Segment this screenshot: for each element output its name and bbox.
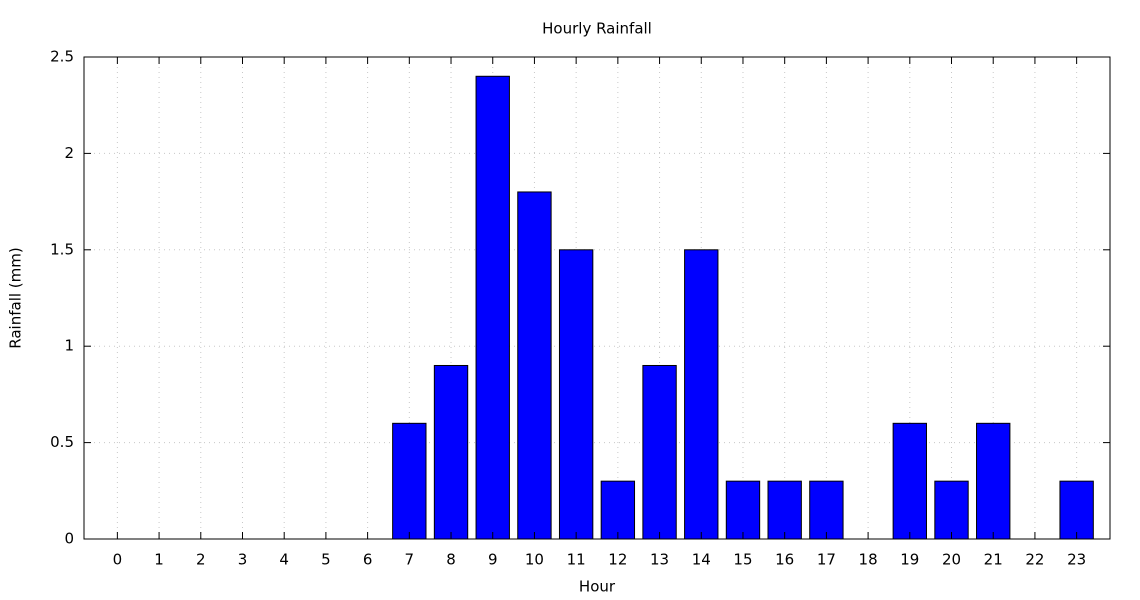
- bar: [392, 422, 427, 540]
- ticks: 00.511.522.50 1 2 3 4 5 6 7 8 9 10 11 12 13 14 15 16 17 18…: [50, 48, 1110, 569]
- y-tick-label: 1: [64, 337, 74, 355]
- bar: [684, 249, 719, 540]
- x-tick-label: 11: [567, 551, 586, 569]
- bar: [976, 422, 1011, 540]
- y-tick-label: 0: [64, 530, 74, 548]
- x-tick-label: 7: [405, 551, 415, 569]
- bar: [809, 480, 844, 540]
- x-tick-label: 22: [1025, 551, 1044, 569]
- bars: [392, 75, 1094, 540]
- chart-title: Hourly Rainfall: [542, 20, 652, 38]
- bar: [725, 480, 761, 540]
- y-tick-label: 2: [64, 144, 74, 162]
- x-tick-label: 15: [733, 551, 752, 569]
- x-tick-label: 20: [942, 551, 961, 569]
- y-tick-label: 0.5: [50, 433, 74, 451]
- bar: [767, 480, 802, 540]
- x-tick-label: 13: [650, 551, 669, 569]
- bar: [600, 480, 636, 540]
- x-tick-label: 4: [279, 551, 289, 569]
- x-tick-label: 23: [1067, 551, 1086, 569]
- x-tick-label: 2: [196, 551, 206, 569]
- x-tick-label: 21: [984, 551, 1003, 569]
- x-tick-label: 16: [775, 551, 794, 569]
- x-tick-label: 18: [859, 551, 878, 569]
- bar: [892, 422, 927, 540]
- x-tick-label: 3: [238, 551, 248, 569]
- x-tick-label: 5: [321, 551, 331, 569]
- y-tick-label: 1.5: [50, 240, 74, 258]
- x-tick-label: 10: [525, 551, 544, 569]
- x-tick-label: 12: [608, 551, 627, 569]
- x-tick-label: 0: [113, 551, 123, 569]
- y-axis-label: Rainfall (mm): [7, 247, 25, 348]
- x-tick-label: 17: [817, 551, 836, 569]
- x-tick-label: 1: [154, 551, 164, 569]
- bar: [433, 364, 469, 540]
- plot-frame: [83, 56, 1111, 540]
- bar: [642, 364, 677, 540]
- x-tick-label: 14: [692, 551, 711, 569]
- x-axis-label: Hour: [579, 578, 616, 596]
- bar: [558, 249, 594, 540]
- x-tick-label: 19: [900, 551, 919, 569]
- bar: [517, 191, 552, 540]
- bar: [934, 480, 969, 540]
- bar: [475, 75, 510, 540]
- y-tick-label: 2.5: [50, 48, 74, 66]
- x-tick-label: 6: [363, 551, 373, 569]
- x-tick-label: 9: [488, 551, 498, 569]
- bar: [1059, 480, 1094, 540]
- x-tick-label: 8: [446, 551, 456, 569]
